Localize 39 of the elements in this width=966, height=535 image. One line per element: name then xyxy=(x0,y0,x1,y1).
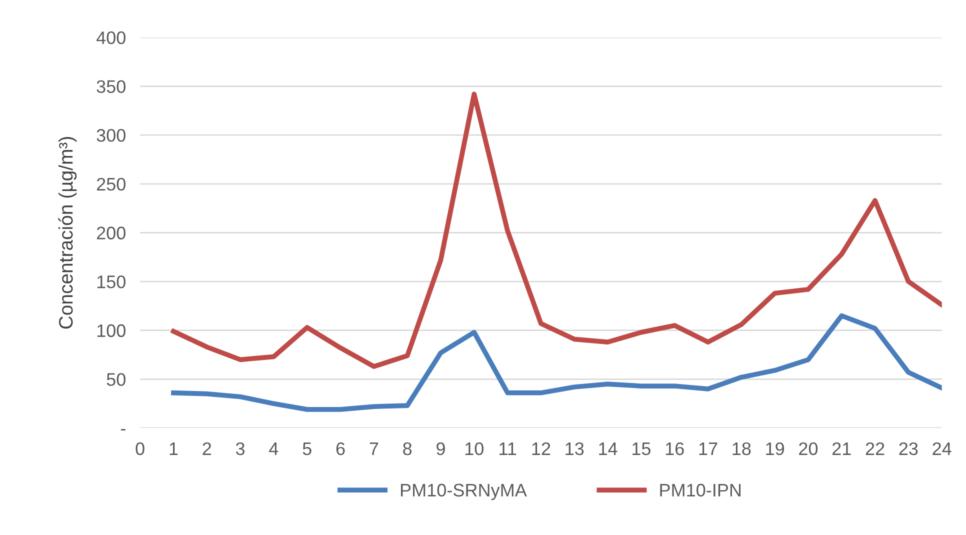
x-tick-label: 23 xyxy=(899,442,918,456)
x-tick-label: 10 xyxy=(465,442,484,456)
x-tick-label: 24 xyxy=(932,442,952,455)
line-series xyxy=(171,313,942,412)
y-tick-label: 200 xyxy=(96,226,126,240)
y-tick-label: - xyxy=(120,429,126,430)
x-tick-label: 1 xyxy=(170,442,178,455)
y-tick-label: 50 xyxy=(106,373,126,386)
x-tick-label: 21 xyxy=(832,442,851,455)
y-axis-title: Concentración (µg/m³) xyxy=(58,137,77,329)
x-tick-label: 7 xyxy=(370,442,378,455)
x-tick-label: 0 xyxy=(136,442,144,456)
x-tick-label: 12 xyxy=(532,442,550,455)
x-tick-label: 4 xyxy=(269,442,278,455)
legend-label: PM10-IPN xyxy=(660,484,741,497)
x-tick-label: 19 xyxy=(766,442,784,456)
x-tick-label: 9 xyxy=(436,442,445,456)
legend-label: PM10-SRNyMA xyxy=(400,484,527,500)
y-tick-label: 100 xyxy=(97,324,126,338)
y-tick-label: 400 xyxy=(96,31,126,44)
y-tick-label: 250 xyxy=(96,178,126,191)
x-tick-label: 5 xyxy=(302,442,312,456)
x-tick-label: 2 xyxy=(202,442,211,455)
x-tick-label: 11 xyxy=(500,442,516,455)
x-tick-label: 15 xyxy=(632,442,650,456)
x-tick-label: 6 xyxy=(336,442,345,456)
x-tick-label: 14 xyxy=(599,442,618,455)
x-tick-label: 8 xyxy=(403,442,412,456)
y-tick-label: 150 xyxy=(97,275,126,288)
line-series xyxy=(171,92,942,369)
x-tick-label: 3 xyxy=(236,442,245,456)
x-tick-label: 18 xyxy=(732,442,751,456)
x-tick-label: 16 xyxy=(666,442,684,456)
x-tick-label: 13 xyxy=(566,442,584,456)
x-tick-label: 22 xyxy=(866,442,884,455)
y-tick-label: 300 xyxy=(96,129,126,142)
y-tick-label: 350 xyxy=(96,80,126,93)
x-tick-label: 17 xyxy=(699,442,718,455)
x-tick-label: 20 xyxy=(799,442,818,456)
